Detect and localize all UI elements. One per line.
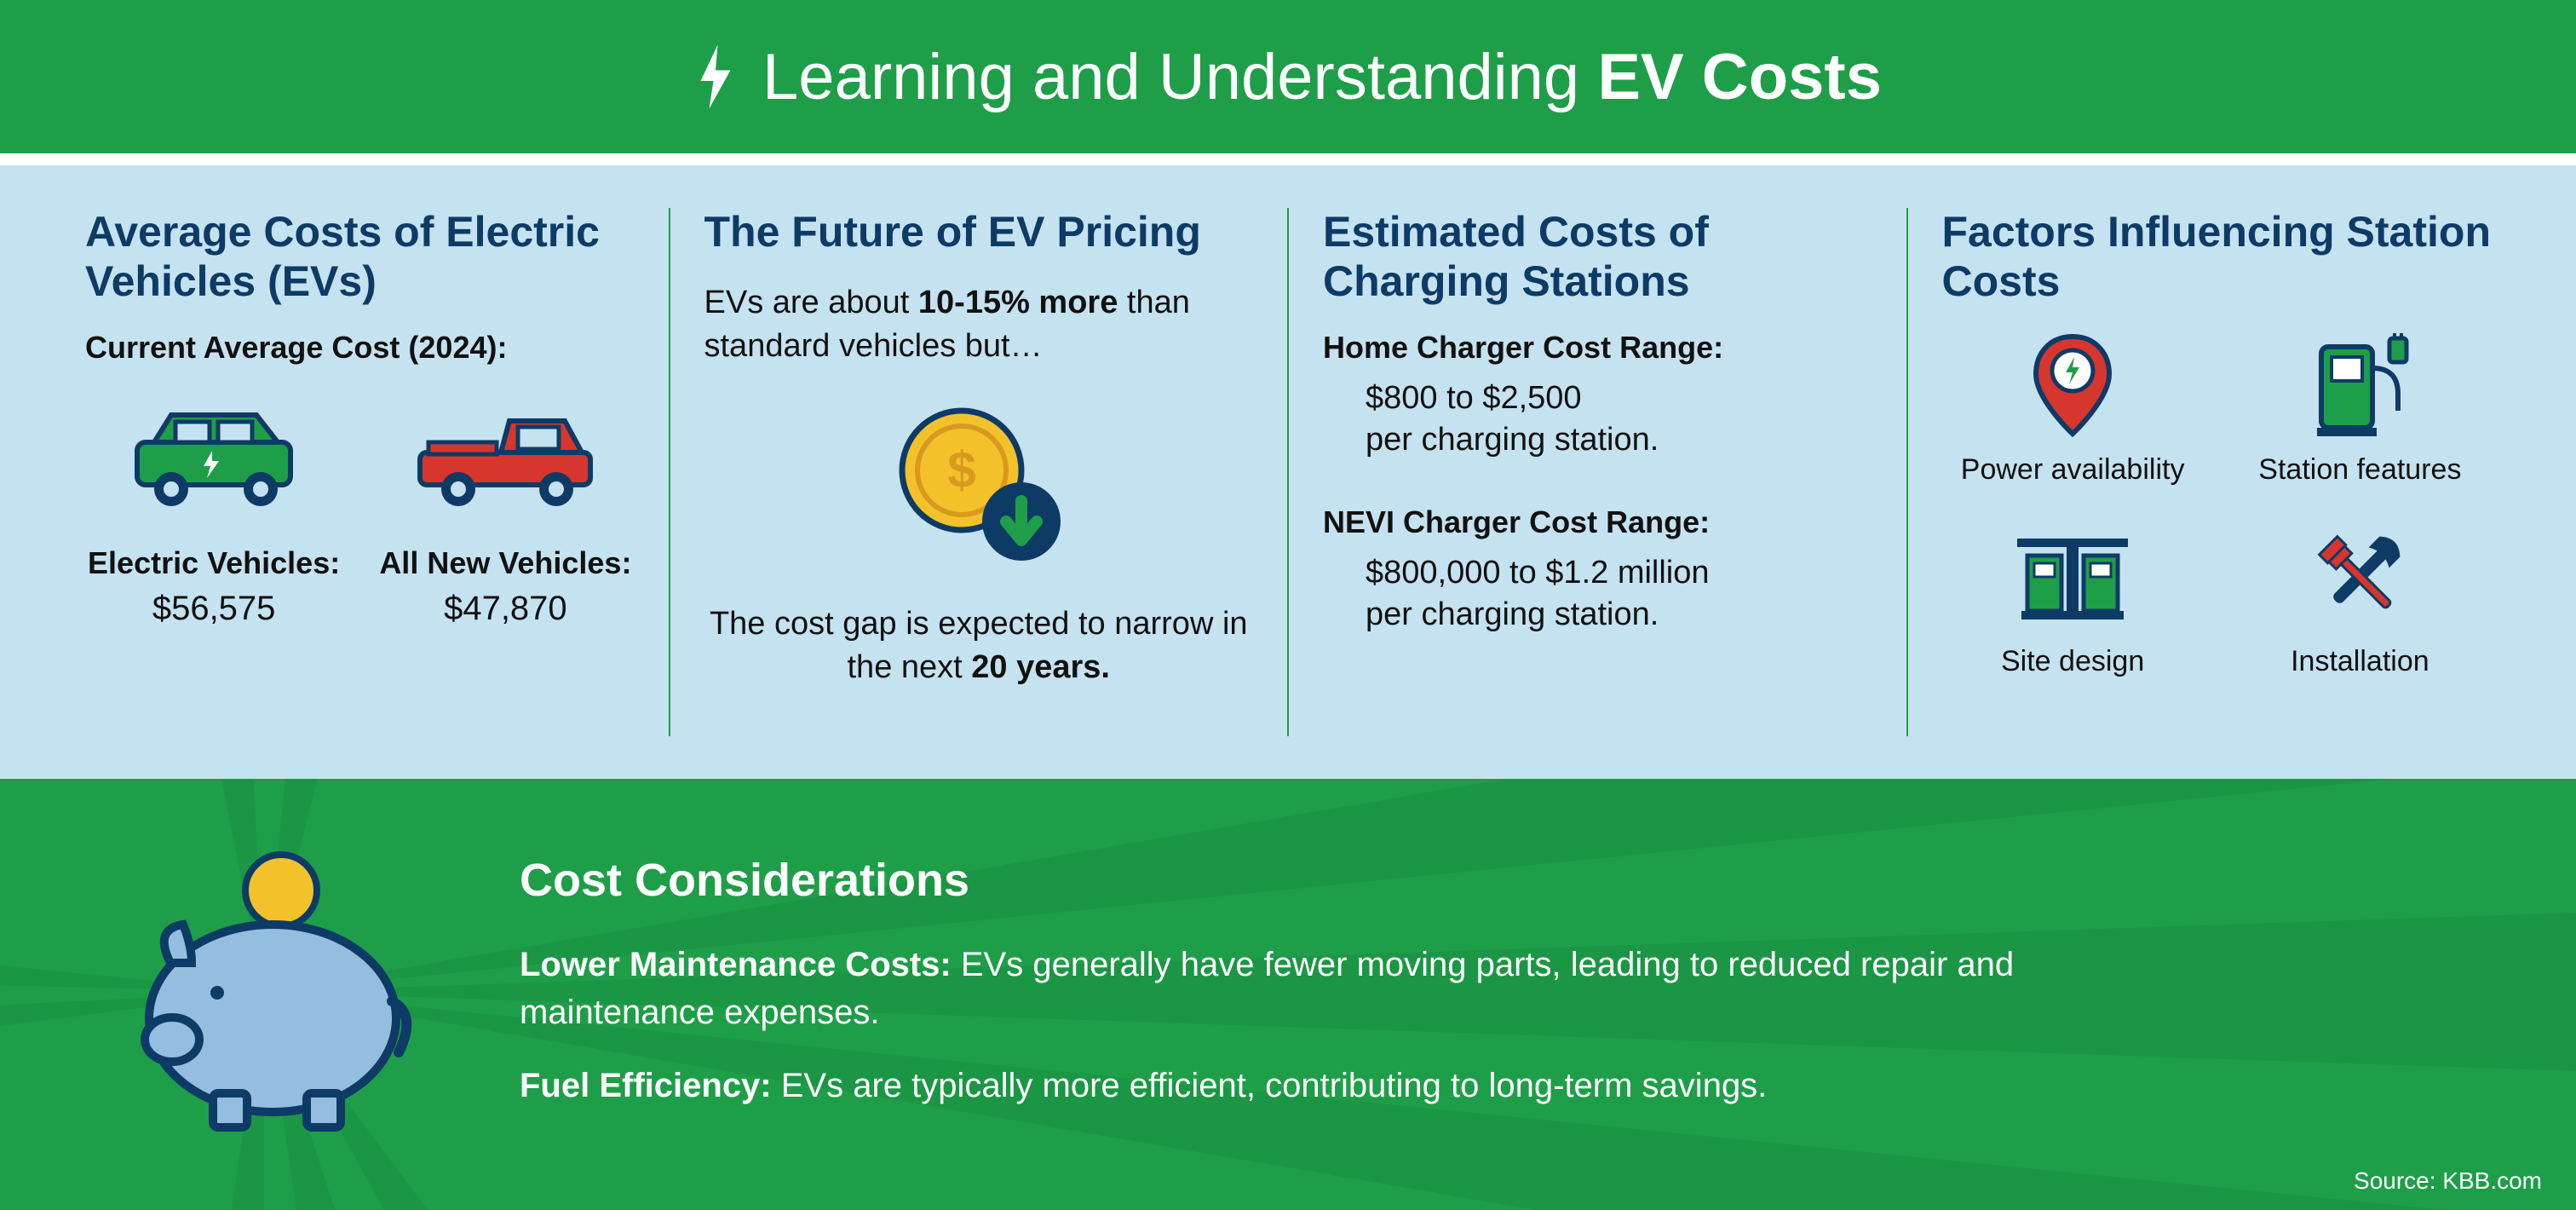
truck-icon <box>377 391 634 519</box>
considerations-text: Cost Considerations Lower Maintenance Co… <box>486 854 2516 1135</box>
svg-text:$: $ <box>947 441 975 498</box>
col-charging-costs: Estimated Costs of Charging Stations Hom… <box>1287 208 1906 736</box>
consideration-1: Lower Maintenance Costs: EVs generally h… <box>520 941 2138 1036</box>
coin-down-icon: $ <box>704 402 1254 568</box>
factor-label: Station features <box>2229 452 2491 487</box>
factor-label: Installation <box>2229 644 2491 679</box>
factor-power: Power availability <box>1942 330 2204 487</box>
factor-installation: Installation <box>2229 521 2491 679</box>
ev-car-icon <box>85 391 342 519</box>
lightning-bolt-icon <box>694 43 737 111</box>
factor-features: Station features <box>2229 330 2491 487</box>
all-vehicle-block: All New Vehicles: $47,870 <box>377 391 634 628</box>
charging-station-icon <box>2229 330 2491 441</box>
cost-considerations-panel: Cost Considerations Lower Maintenance Co… <box>0 779 2576 1210</box>
considerations-title: Cost Considerations <box>520 854 2516 907</box>
info-panel: Average Costs of Electric Vehicles (EVs)… <box>0 165 2576 779</box>
factor-label: Power availability <box>1942 452 2204 487</box>
piggy-bank-icon <box>60 848 486 1142</box>
ev-label: Electric Vehicles: <box>85 544 342 581</box>
page-title: Learning and Understanding EV Costs <box>762 40 1882 114</box>
col-title: Factors Influencing Station Costs <box>1942 208 2492 306</box>
nevi-charger-block: NEVI Charger Cost Range: $800,000 to $1.… <box>1323 504 1872 637</box>
home-charger-range: $800 to $2,500per charging station. <box>1323 377 1872 462</box>
factor-label: Site design <box>1942 644 2204 679</box>
future-line-1: EVs are about 10-15% more than standard … <box>704 281 1254 369</box>
nevi-charger-range: $800,000 to $1.2 millionper charging sta… <box>1323 552 1872 637</box>
divider <box>0 153 2576 165</box>
future-line-2: The cost gap is expected to narrow in th… <box>704 602 1254 690</box>
site-design-icon <box>1942 521 2204 632</box>
tools-icon <box>2229 521 2491 632</box>
col-average-costs: Average Costs of Electric Vehicles (EVs)… <box>51 208 669 736</box>
consideration-2: Fuel Efficiency: EVs are typically more … <box>520 1062 2138 1109</box>
home-charger-block: Home Charger Cost Range: $800 to $2,500p… <box>1323 330 1872 462</box>
map-pin-power-icon <box>1942 330 2204 441</box>
header-banner: Learning and Understanding EV Costs <box>0 0 2576 153</box>
col-title: The Future of EV Pricing <box>704 208 1254 257</box>
source-attribution: Source: KBB.com <box>2354 1167 2542 1195</box>
all-label: All New Vehicles: <box>377 544 634 581</box>
col-future-pricing: The Future of EV Pricing EVs are about 1… <box>669 208 1288 736</box>
home-charger-title: Home Charger Cost Range: <box>1323 330 1872 366</box>
col-subtitle: Current Average Cost (2024): <box>85 330 635 366</box>
col-factors: Factors Influencing Station Costs Power … <box>1906 208 2526 736</box>
all-price: $47,870 <box>377 590 634 628</box>
ev-vehicle-block: Electric Vehicles: $56,575 <box>85 391 342 628</box>
factor-site-design: Site design <box>1942 521 2204 679</box>
ev-price: $56,575 <box>85 590 342 628</box>
col-title: Estimated Costs of Charging Stations <box>1323 208 1872 306</box>
col-title: Average Costs of Electric Vehicles (EVs) <box>85 208 635 306</box>
nevi-charger-title: NEVI Charger Cost Range: <box>1323 504 1872 540</box>
